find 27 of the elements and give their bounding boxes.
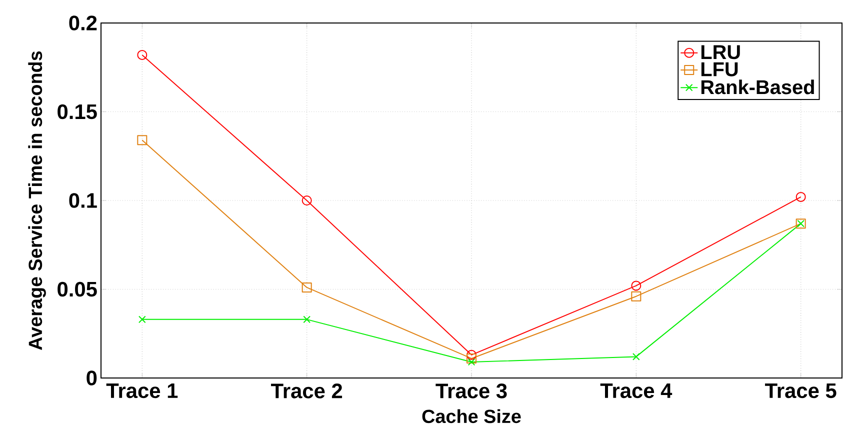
x-tick-label: Trace 4 [600,384,672,398]
x-tick-label: Trace 3 [436,384,507,398]
point [466,353,477,364]
legend-label: Rank-Based [701,80,814,94]
x-tick-label: Trace 2 [271,384,342,398]
point [137,135,148,146]
y-axis-title: Average Service Time in seconds [28,51,46,350]
point [137,50,148,60]
y-tick-label: 0.15 [58,104,97,120]
legend-label: LRU [701,45,740,60]
y-tick-label: 0.05 [58,282,97,297]
point [631,280,642,291]
point [138,316,146,324]
point [302,282,312,292]
point [302,196,312,206]
x-tick-label: Trace 5 [765,384,836,398]
x-axis-title: Cache Size [422,409,521,424]
point [468,358,476,366]
legend-label: LFU [701,62,738,76]
y-tick-label: 0.1 [69,193,97,208]
point [631,291,642,302]
y-tick-label: 0.2 [69,16,97,30]
point [632,353,640,360]
x-tick-label: Trace 1 [106,384,178,398]
point [796,192,806,202]
point [303,316,311,324]
y-tick-label: 0 [86,370,97,386]
